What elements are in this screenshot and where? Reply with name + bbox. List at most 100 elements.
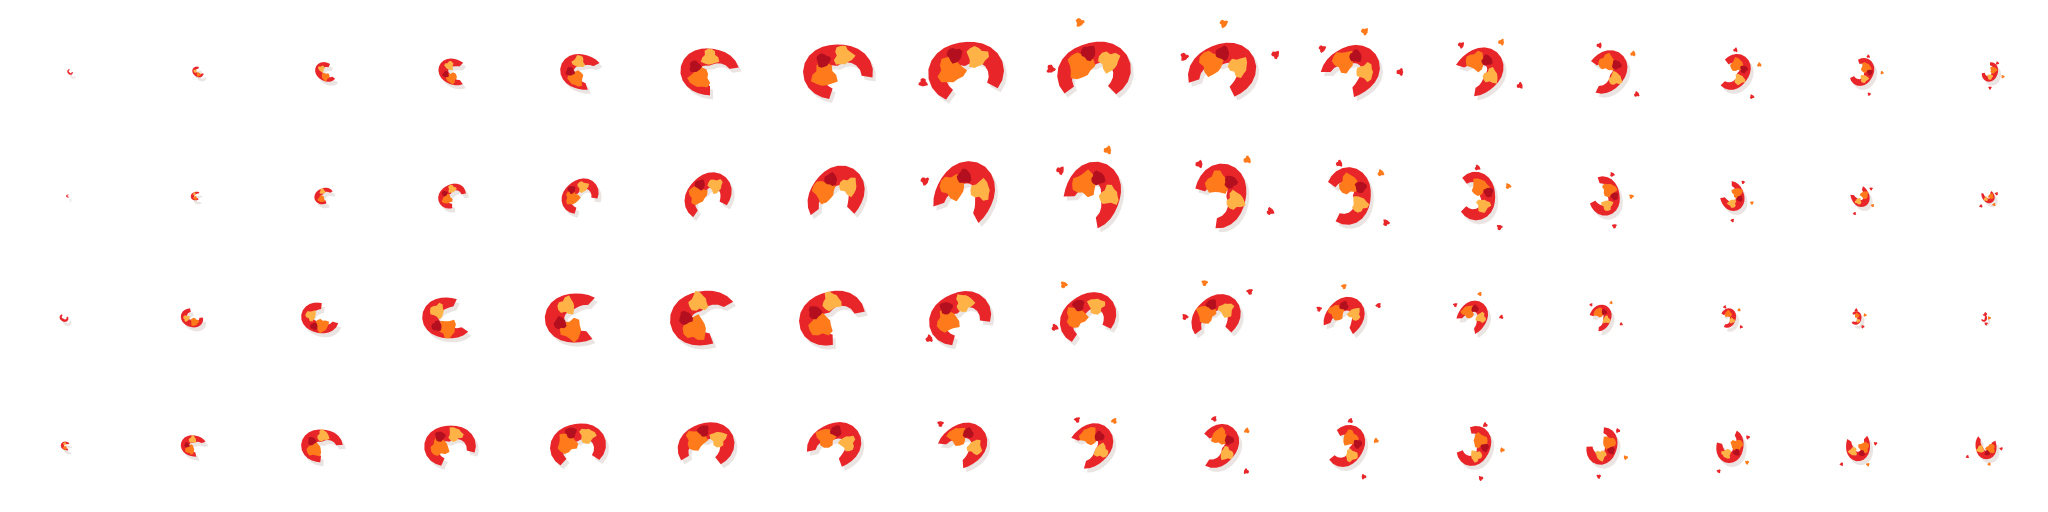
flame-hotspot (1094, 430, 1105, 441)
flame-hotspot (1471, 304, 1479, 312)
flame-hotspot (956, 168, 972, 183)
flame-body (933, 161, 995, 223)
flame-core (1856, 318, 1861, 323)
flame-spark (1861, 325, 1865, 329)
flame-hotspot (824, 172, 837, 186)
sprite-frame (1408, 8, 1536, 136)
flame-sprite (1716, 430, 1750, 474)
flame-spark (1716, 469, 1721, 474)
sprite-frame (1536, 254, 1664, 382)
flame-hotspot (808, 306, 823, 320)
sprite-frame (1408, 128, 1536, 256)
sprite-frame (512, 380, 640, 508)
flame-core (1847, 447, 1857, 456)
sprite-frame (896, 128, 1024, 256)
flame-sprite (424, 425, 479, 470)
flame-sprite (1182, 280, 1254, 339)
flame-hotspot (431, 320, 442, 331)
flame-sprite (1851, 308, 1867, 329)
flame-hotspot (442, 71, 449, 78)
sprite-frame (1664, 8, 1792, 136)
flame-core (430, 436, 450, 456)
flame-spark (1211, 416, 1217, 422)
flame-hotspot (1215, 45, 1230, 61)
flame-hotspot (441, 190, 448, 197)
flame-core (811, 181, 836, 205)
flame-core (571, 55, 586, 68)
flame-core (1475, 311, 1486, 323)
flame-core (1331, 50, 1354, 74)
flame-body (67, 69, 73, 75)
flame-spark (1757, 62, 1762, 67)
flame-core (1734, 73, 1746, 86)
flame-spark (1361, 473, 1367, 480)
flame-sprite (1591, 42, 1640, 98)
flame-spark (1866, 462, 1870, 467)
flame-spark (1995, 61, 2000, 65)
flame-hotspot (1736, 195, 1743, 202)
flame-core (188, 435, 197, 444)
flame-core (709, 432, 728, 448)
flame-spark (1051, 323, 1059, 331)
flame-sprite (301, 428, 346, 467)
flame-spark (1360, 27, 1368, 36)
flame-sprite (807, 165, 868, 220)
flame-hotspot (1080, 45, 1096, 62)
flame-spark (1611, 224, 1617, 229)
sprite-frame (1152, 380, 1280, 508)
flame-sprite (1316, 284, 1381, 339)
flame-core (1356, 62, 1374, 83)
flame-hotspot (565, 427, 577, 439)
flame-hotspot (1091, 170, 1106, 186)
flame-core (579, 428, 597, 444)
flame-core (190, 317, 200, 326)
flame-hotspot (962, 427, 974, 439)
sprite-frame (128, 128, 256, 256)
flame-sprite (1720, 180, 1754, 223)
flame-spark (1347, 417, 1353, 424)
sprite-frame (1152, 128, 1280, 256)
flame-spark (1965, 455, 1970, 458)
flame-core (567, 70, 584, 87)
flame-core (966, 46, 989, 68)
flame-core (317, 428, 330, 442)
flame-hotspot (567, 186, 576, 194)
flame-core (1988, 193, 1994, 200)
flame-sprite (1195, 155, 1275, 233)
sprite-frame (256, 128, 384, 256)
flame-core (1460, 305, 1474, 319)
flame-core (1986, 74, 1993, 80)
sprite-frame (0, 380, 128, 508)
flame-spark (1201, 280, 1208, 287)
flame-hotspot (696, 425, 709, 437)
flame-core (822, 291, 842, 312)
flame-body (60, 441, 70, 451)
flame-sprite (803, 44, 876, 103)
flame-sprite (1071, 417, 1117, 473)
sprite-frame (1024, 8, 1152, 136)
flame-spark (1046, 64, 1056, 73)
flame-spark (1737, 308, 1741, 312)
flame-sprite (1721, 305, 1743, 332)
flame-spark (1195, 159, 1203, 169)
flame-core (1593, 307, 1604, 318)
flame-core (707, 179, 723, 195)
flame-spark (1994, 192, 1999, 196)
flame-core (1726, 199, 1737, 208)
flame-sprite (1981, 61, 2005, 90)
flame-sprite (925, 291, 995, 350)
flame-core (1859, 191, 1869, 200)
flame-core (1226, 189, 1246, 210)
flame-spark (1609, 300, 1613, 305)
flame-sprite (550, 423, 609, 470)
flame-core (946, 427, 967, 446)
flame-body (192, 66, 204, 78)
flame-core (1098, 51, 1121, 74)
flame-hotspot (1349, 49, 1362, 62)
flame-sprite (1318, 27, 1404, 102)
sprite-frame (1280, 380, 1408, 508)
flame-spark (1619, 322, 1623, 326)
flame-spark (1500, 447, 1505, 453)
flame-spark (1271, 50, 1280, 60)
flame-spark (1863, 313, 1867, 317)
